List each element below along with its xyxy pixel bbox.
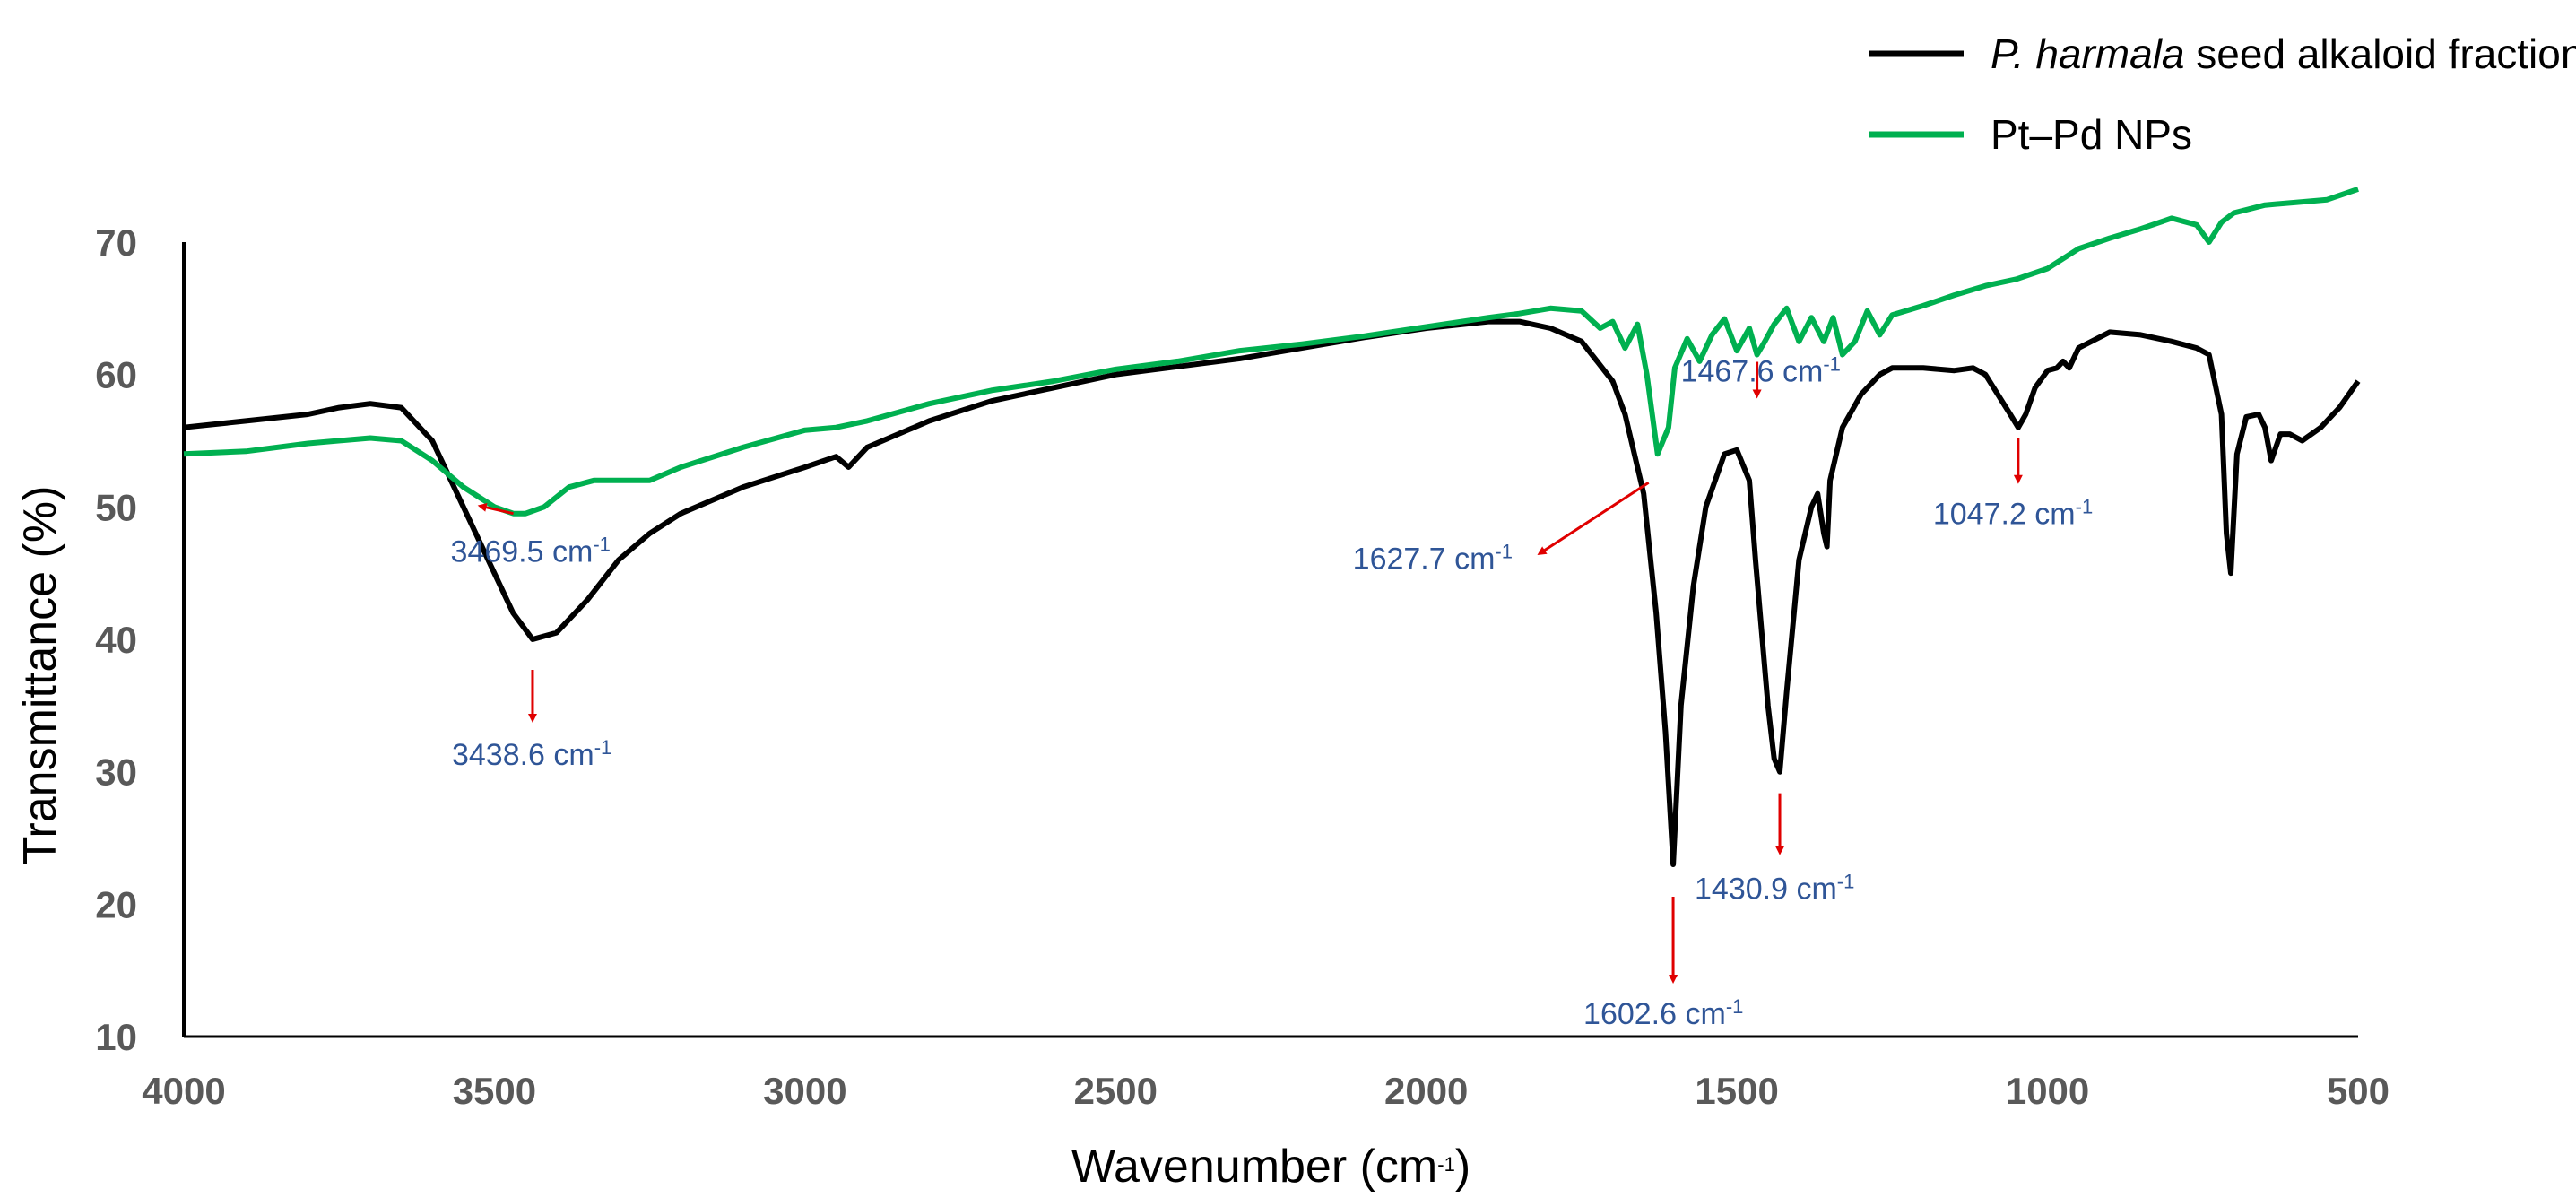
series-ptpd-line: [183, 187, 2359, 517]
y-tick-label: 70: [95, 221, 137, 264]
x-axis-title: Wavenumber (cm-1): [1071, 1141, 1470, 1193]
plot-area: [182, 242, 2358, 1038]
peak-label: 1602.6 cm-1: [1583, 995, 1743, 1032]
y-axis-title: Transmittance (%): [14, 486, 66, 865]
y-tick-label: 40: [95, 619, 137, 661]
x-tick-label: 3500: [453, 1070, 536, 1112]
x-tick-label: 2000: [1384, 1070, 1468, 1112]
legend-label: Pt–Pd NPs: [1991, 111, 2192, 158]
peak-label: 1047.2 cm-1: [1933, 495, 2093, 532]
peak-arrow: [477, 502, 514, 516]
series-alkaloid-line: [183, 318, 2361, 867]
y-tick-labels: 10 20 30 40 50 60 70: [95, 221, 137, 1058]
annotations: 3469.5 cm-1 3438.6 cm-1 1627.7 cm-1 1467.6 …: [451, 352, 2094, 1031]
x-tick-label: 4000: [142, 1070, 225, 1112]
y-tick-label: 30: [95, 751, 137, 794]
x-tick-labels: 4000 3500 3000 2500 2000 1500 1000 500: [142, 1070, 2390, 1112]
y-tick-label: 50: [95, 486, 137, 528]
peak-label: 3469.5 cm-1: [451, 533, 611, 569]
y-tick-label: 60: [95, 354, 137, 396]
peak-label: 3438.6 cm-1: [452, 736, 611, 773]
x-tick-label: 3000: [763, 1070, 846, 1112]
x-tick-label: 2500: [1074, 1070, 1158, 1112]
peak-arrow: [1537, 482, 1650, 555]
x-tick-label: 500: [2327, 1070, 2390, 1112]
peak-label: 1627.7 cm-1: [1353, 540, 1513, 577]
legend-label: P. harmala seed alkaloid fraction: [1991, 30, 2576, 77]
legend: P. harmala seed alkaloid fraction Pt–Pd N…: [1869, 30, 2576, 158]
x-tick-label: 1500: [1695, 1070, 1778, 1112]
x-tick-label: 1000: [2006, 1070, 2089, 1112]
peak-label: 1430.9 cm-1: [1695, 870, 1854, 907]
series-layer: [183, 187, 2361, 867]
peak-label: 1467.6 cm-1: [1681, 352, 1841, 389]
y-tick-label: 10: [95, 1016, 137, 1058]
y-tick-label: 20: [95, 883, 137, 925]
